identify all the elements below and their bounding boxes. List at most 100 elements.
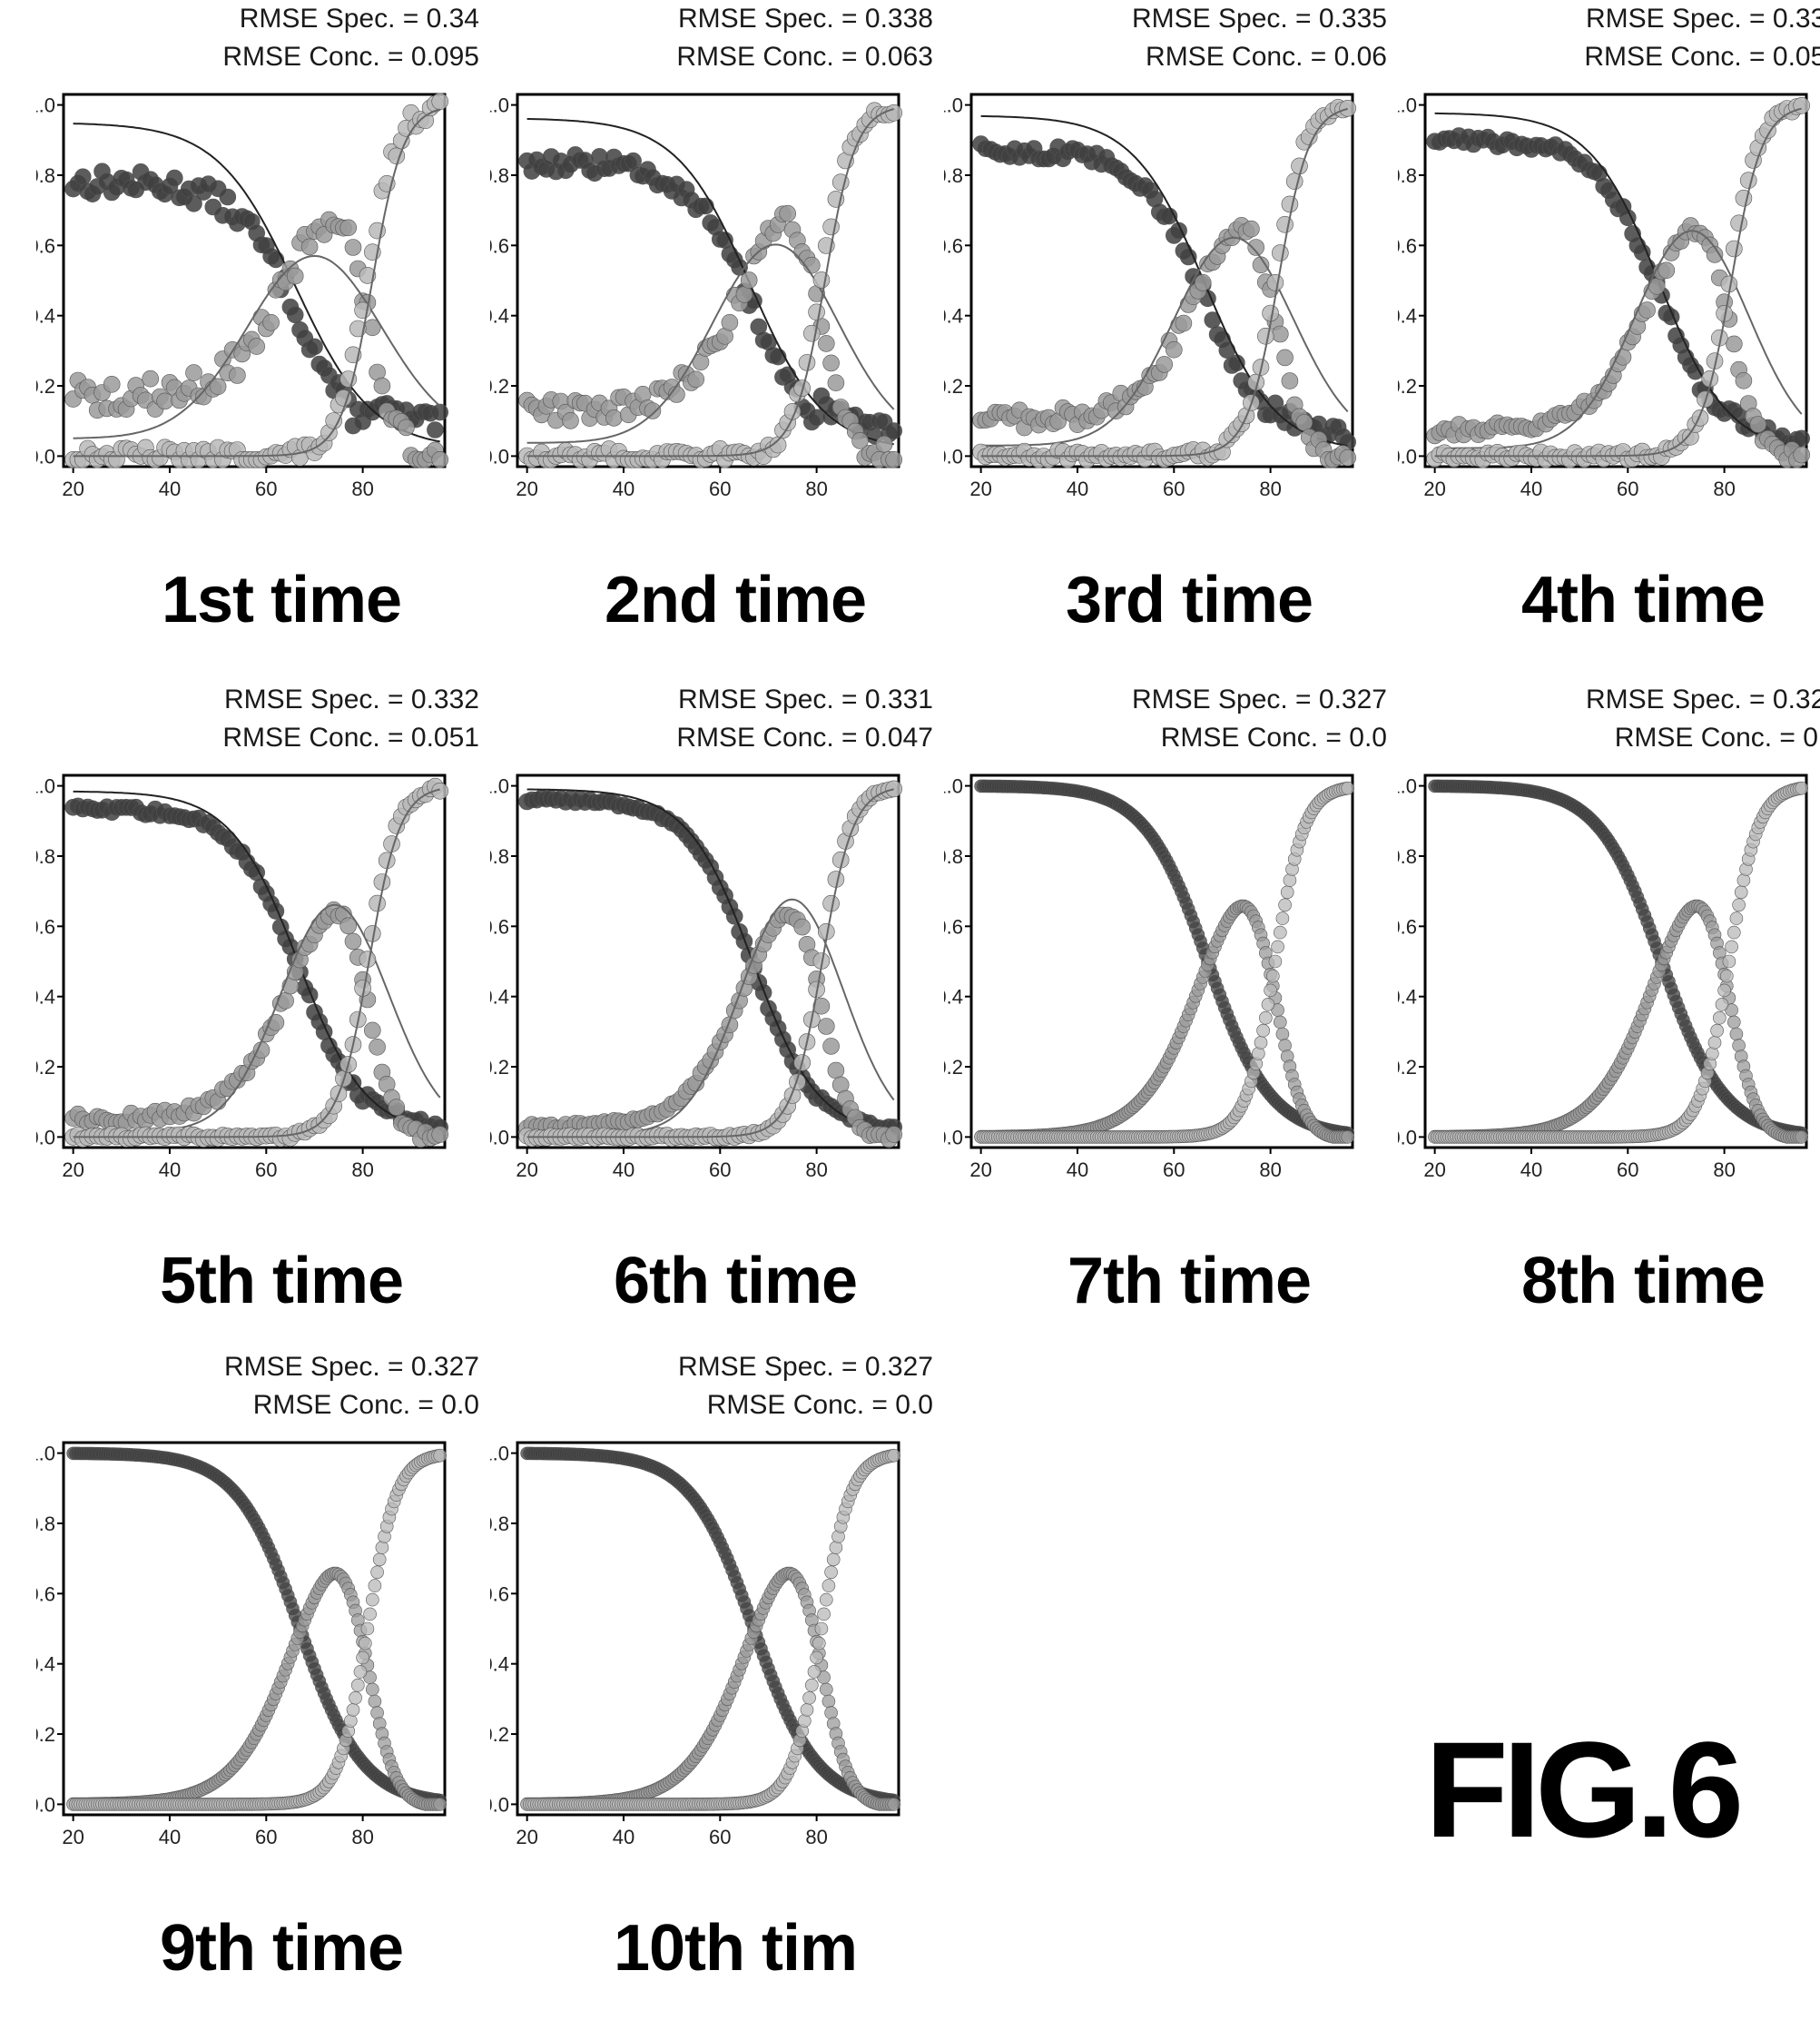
- component-2-point: [103, 375, 121, 393]
- y-tick-label: 1.0: [1398, 94, 1417, 117]
- y-tick-label: 0.0: [36, 1793, 55, 1816]
- component-2-point: [209, 378, 227, 396]
- component-2-point: [822, 354, 840, 372]
- panel-caption: 2nd time: [604, 564, 867, 636]
- y-tick-label: 0.6: [1398, 915, 1417, 938]
- component-1-point: [185, 195, 202, 212]
- y-tick-label: 0.0: [490, 445, 509, 468]
- component-3-point: [1719, 969, 1734, 983]
- component-3-point: [885, 780, 903, 798]
- component-3-point: [1280, 885, 1294, 900]
- y-tick-label: 1.0: [36, 1443, 55, 1465]
- component-2-point: [431, 1126, 449, 1143]
- component-2-point: [851, 432, 869, 449]
- y-tick-label: 0.2: [490, 375, 509, 398]
- component-2-point: [562, 412, 579, 429]
- x-tick-label: 40: [1520, 478, 1542, 500]
- y-tick-label: 0.0: [1398, 445, 1417, 468]
- rmse-spec-label: RMSE Spec. = 0.338: [678, 4, 933, 34]
- y-tick-label: 0.0: [36, 1126, 55, 1148]
- component-2-point: [1243, 220, 1260, 238]
- y-tick-label: 1.0: [36, 94, 55, 117]
- component-2-point: [344, 932, 362, 951]
- y-tick-label: 0.8: [490, 164, 509, 187]
- x-tick-label: 40: [1067, 1158, 1088, 1181]
- plot-area: 0.0 0.2 0.4 0.6 0.8 1.0 20 40 60 80: [36, 774, 449, 1181]
- x-tick-label: 20: [1423, 1158, 1445, 1181]
- x-tick-label: 80: [805, 1158, 827, 1181]
- component-2-points: [66, 1566, 448, 1811]
- component-2-point: [1658, 261, 1676, 280]
- component-2-point: [370, 1706, 384, 1719]
- component-3-point: [789, 1073, 806, 1091]
- rmse-spec-label: RMSE Spec. = 0.327: [224, 1352, 479, 1382]
- component-3-point: [1281, 195, 1299, 213]
- component-2-point: [887, 1798, 901, 1811]
- y-tick-label: 0.6: [490, 234, 509, 257]
- component-2-fit-line: [526, 243, 895, 444]
- component-3-point: [350, 1678, 365, 1692]
- component-2-point: [740, 271, 758, 289]
- component-3-point: [1729, 911, 1744, 925]
- component-2-point: [373, 377, 391, 395]
- panel-caption: 4th time: [1520, 564, 1766, 636]
- component-2-point: [605, 409, 623, 427]
- y-tick-label: 0.8: [36, 845, 55, 868]
- x-tick-label: 60: [1163, 1158, 1185, 1181]
- component-2-point: [1795, 1130, 1809, 1144]
- y-tick-label: 0.2: [490, 1056, 509, 1079]
- component-1-point: [219, 188, 237, 206]
- chart-panel-1: RMSE Spec. = 0.34 RMSE Conc. = 0.095 1st t…: [36, 0, 490, 672]
- x-tick-label: 20: [516, 478, 537, 500]
- component-2-point: [1166, 340, 1183, 359]
- component-1-fit-line: [980, 114, 1348, 448]
- component-3-point: [1725, 240, 1743, 258]
- component-3-point: [1730, 214, 1747, 232]
- x-tick-label: 80: [805, 478, 827, 500]
- y-tick-label: 0.2: [36, 1056, 55, 1079]
- component-3-point: [369, 894, 386, 912]
- component-3-point: [797, 1714, 812, 1728]
- x-tick-label: 60: [1163, 478, 1185, 500]
- y-tick-label: 0.2: [490, 1723, 509, 1746]
- x-tick-label: 20: [969, 478, 991, 500]
- component-3-point: [1275, 911, 1290, 925]
- y-tick-label: 0.6: [944, 234, 963, 257]
- component-3-point: [812, 271, 831, 289]
- panel-caption: 5th time: [159, 1245, 404, 1317]
- chart-panel-2: RMSE Spec. = 0.338 RMSE Conc. = 0.063 2nd …: [490, 0, 944, 672]
- component-3-point: [1268, 954, 1283, 969]
- component-3-point: [1722, 954, 1736, 969]
- x-tick-label: 60: [255, 478, 277, 500]
- rmse-spec-label: RMSE Spec. = 0.34: [239, 4, 479, 34]
- component-2-point: [363, 1021, 381, 1040]
- component-3-point: [1251, 1047, 1265, 1060]
- y-tick-label: 0.4: [36, 986, 55, 1009]
- component-3-point: [1705, 1047, 1719, 1060]
- component-2-point: [344, 239, 362, 256]
- rmse-conc-label: RMSE Conc. = 0.063: [676, 42, 933, 72]
- component-2-point: [1339, 448, 1357, 467]
- x-tick-label: 80: [1713, 478, 1735, 500]
- x-tick-label: 60: [709, 1826, 731, 1848]
- component-3-points: [972, 99, 1357, 468]
- panel-caption: 7th time: [1067, 1245, 1312, 1317]
- component-3-fit-line: [526, 788, 894, 1138]
- component-2-point: [1281, 372, 1299, 389]
- component-2-point: [1735, 371, 1753, 389]
- x-tick-label: 80: [1259, 1158, 1281, 1181]
- component-3-point: [819, 1592, 833, 1607]
- y-tick-label: 0.4: [36, 1653, 55, 1676]
- component-2-point: [819, 1682, 833, 1697]
- component-3-point: [1261, 998, 1275, 1011]
- component-2-point: [262, 313, 280, 331]
- plot-area: 0.0 0.2 0.4 0.6 0.8 1.0 20 40 60 80: [36, 1441, 448, 1848]
- component-2-point: [248, 338, 265, 355]
- component-3-point: [1264, 983, 1277, 998]
- plot-frame: [62, 774, 447, 1149]
- component-2-points: [520, 1566, 901, 1811]
- y-tick-label: 0.4: [490, 986, 509, 1009]
- x-tick-label: 80: [351, 478, 373, 500]
- component-2-point: [1727, 1015, 1741, 1030]
- y-tick-label: 0.4: [1398, 305, 1417, 328]
